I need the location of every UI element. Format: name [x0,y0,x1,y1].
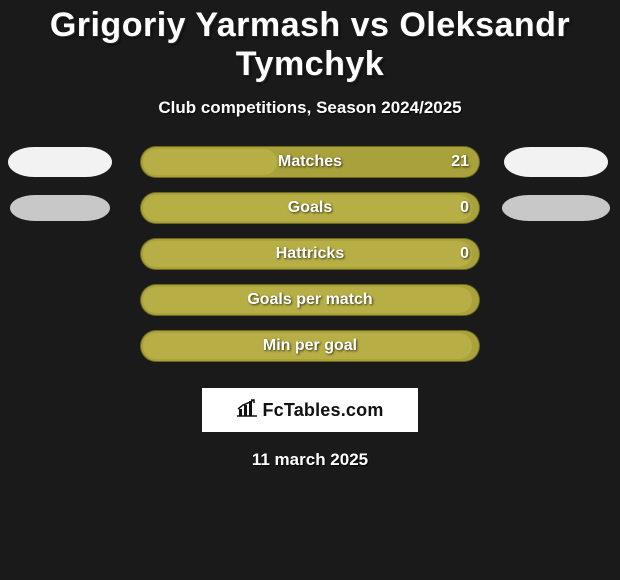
left-value-pill [10,195,110,221]
stat-label: Goals [141,199,479,217]
stat-value: 0 [460,245,469,263]
subtitle: Club competitions, Season 2024/2025 [0,98,620,118]
stat-row-hattricks: Hattricks 0 [0,238,620,284]
comparison-chart: Matches 21 Goals 0 Hattricks 0 Goals per… [0,146,620,376]
bar-chart-icon [236,399,258,422]
stat-row-matches: Matches 21 [0,146,620,192]
stat-value: 21 [451,153,469,171]
right-value-pill [502,195,610,221]
stat-row-min-per-goal: Min per goal [0,330,620,376]
left-value-pill [8,147,112,177]
stat-bar: Goals 0 [140,192,480,224]
brand-text: FcTables.com [262,400,383,421]
stat-bar: Goals per match [140,284,480,316]
stat-value: 0 [460,199,469,217]
stat-bar: Min per goal [140,330,480,362]
stat-label: Min per goal [141,337,479,355]
stat-label: Hattricks [141,245,479,263]
generated-date: 11 march 2025 [0,450,620,470]
stat-label: Goals per match [141,291,479,309]
brand-box[interactable]: FcTables.com [202,388,418,432]
stat-row-goals: Goals 0 [0,192,620,238]
page-title: Grigoriy Yarmash vs Oleksandr Tymchyk [0,0,620,84]
stat-label: Matches [141,153,479,171]
right-value-pill [504,147,608,177]
stat-bar: Matches 21 [140,146,480,178]
stat-bar: Hattricks 0 [140,238,480,270]
stat-row-goals-per-match: Goals per match [0,284,620,330]
